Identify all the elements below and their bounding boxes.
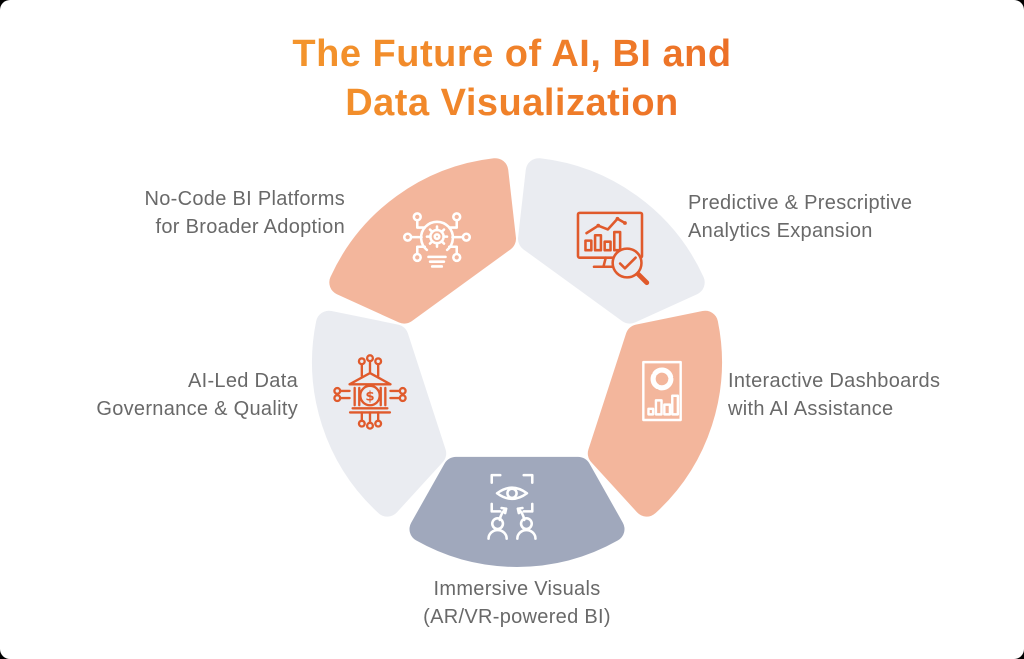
segment-label-predictive-analytics: Predictive & Prescriptive Analytics Expa… bbox=[688, 189, 912, 245]
segment-label-line: Interactive Dashboards bbox=[728, 370, 941, 392]
segment-label-line: Immersive Visuals bbox=[433, 578, 601, 600]
ar-vr-eye-people-icon bbox=[464, 457, 560, 553]
segment-label-interactive-dashboards: Interactive Dashboards with AI Assistanc… bbox=[728, 367, 940, 423]
segment-label-no-code-bi: No-Code BI Platforms for Broader Adoptio… bbox=[144, 185, 345, 241]
network-bulb-gear-icon bbox=[389, 195, 485, 291]
segment-label-immersive-visuals: Immersive Visuals (AR/VR-powered BI) bbox=[357, 575, 677, 631]
dashboard-charts-icon bbox=[620, 350, 704, 434]
segment-label-ai-data-governance: AI-Led Data Governance & Quality bbox=[96, 367, 298, 423]
wheel-segment-immersive-visuals bbox=[409, 456, 625, 567]
segment-label-line: Analytics Expansion bbox=[688, 220, 873, 242]
segment-label-line: for Broader Adoption bbox=[155, 216, 345, 238]
segment-label-line: No-Code BI Platforms bbox=[144, 188, 345, 210]
segment-label-line: (AR/VR-powered BI) bbox=[423, 606, 611, 628]
bank-circuit-dollar-icon: $ bbox=[324, 348, 416, 440]
segment-label-line: Governance & Quality bbox=[96, 398, 298, 420]
monitor-analytics-magnifier-icon bbox=[562, 199, 658, 295]
segment-label-line: with AI Assistance bbox=[728, 398, 894, 420]
svg-text:$: $ bbox=[365, 389, 374, 404]
segment-label-line: AI-Led Data bbox=[187, 370, 298, 392]
segment-label-line: Predictive & Prescriptive bbox=[688, 192, 913, 214]
